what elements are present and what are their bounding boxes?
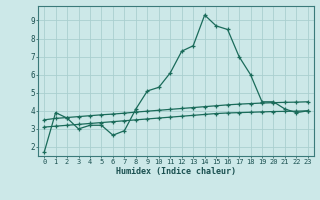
X-axis label: Humidex (Indice chaleur): Humidex (Indice chaleur): [116, 167, 236, 176]
